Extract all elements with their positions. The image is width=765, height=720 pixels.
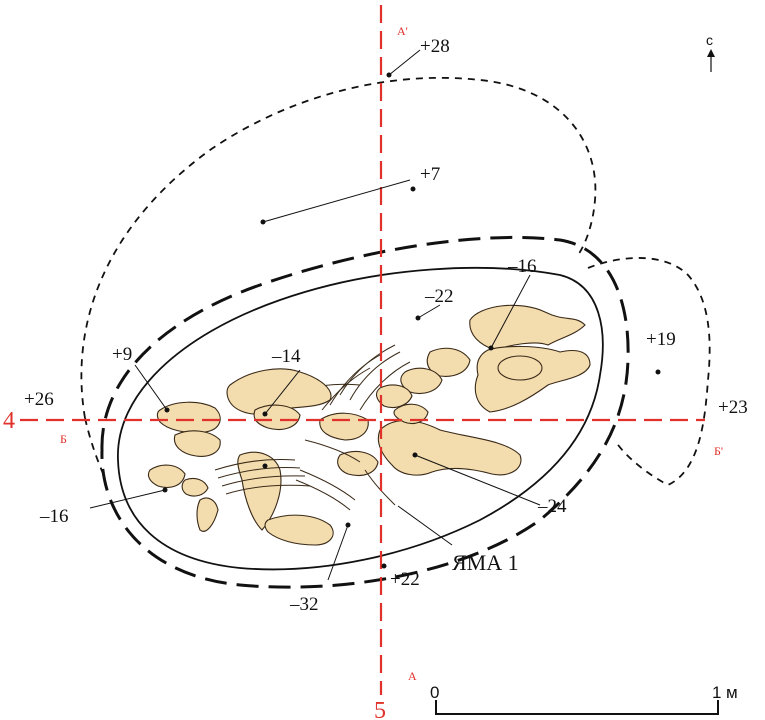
north-arrow-icon: [707, 49, 715, 57]
leader-lines: [89, 49, 541, 581]
pit-label: ЯМА 1: [452, 550, 519, 575]
scale-bar-end: 1: [712, 683, 721, 702]
elevation-label-p19: +19: [646, 329, 676, 350]
elevation-label-p9: +9: [112, 344, 132, 365]
elevation-points: [162, 72, 661, 569]
section-number-vertical: 5: [374, 698, 386, 720]
elevation-label-m14: –14: [271, 346, 301, 367]
elevation-label-m32: –32: [289, 594, 319, 615]
section-label-a-top: А': [397, 24, 408, 38]
scale-bar: 0 1 м: [430, 683, 738, 715]
scale-bar-unit: м: [726, 683, 738, 702]
elevation-label-p28: +28: [420, 36, 450, 57]
north-arrow-letter: с: [706, 32, 713, 48]
elevation-label-m16-top: –16: [507, 256, 537, 277]
section-label-b-left: Б: [60, 432, 67, 446]
right-lobe-dashed: [587, 257, 711, 487]
scale-bar-zero: 0: [430, 683, 439, 702]
elevation-label-m22: –22: [424, 286, 454, 307]
elevation-label-m24: –24: [537, 496, 567, 517]
elevation-label-p23: +23: [718, 397, 748, 418]
section-label-a-bottom: А: [408, 669, 417, 683]
section-label-b-right: Б': [714, 444, 723, 458]
elevation-label-p26: +26: [24, 389, 54, 410]
skeleton-remains: [147, 304, 591, 546]
elevation-label-m16-left: –16: [39, 506, 69, 527]
pit-boundary-long-dashed: [100, 235, 630, 589]
elevation-label-p7: +7: [420, 164, 440, 185]
section-number-horizontal: 4: [3, 408, 15, 434]
north-arrow: с: [706, 32, 715, 72]
pit-outline-solid: [117, 267, 604, 571]
elevation-label-p22: +22: [390, 569, 420, 590]
